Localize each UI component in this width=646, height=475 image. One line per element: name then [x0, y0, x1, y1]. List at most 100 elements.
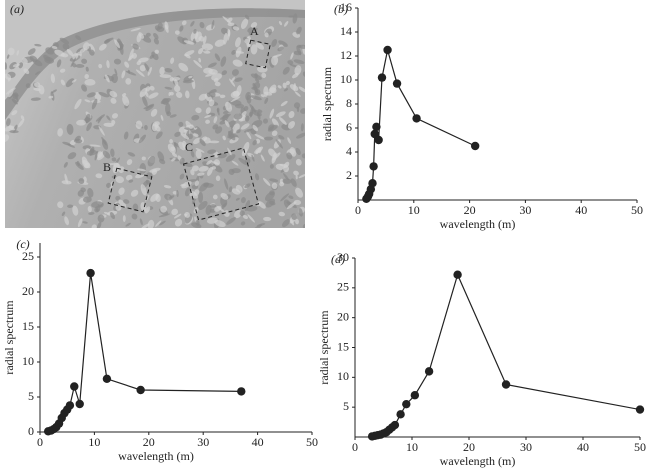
- texture-blob: [204, 114, 212, 119]
- texture-blob: [62, 43, 70, 50]
- texture-blob: [141, 156, 146, 161]
- texture-blob: [126, 159, 133, 166]
- texture-blob: [111, 157, 117, 162]
- texture-blob: [145, 103, 155, 112]
- texture-blob: [51, 89, 58, 94]
- texture-blob: [82, 221, 88, 224]
- texture-blob: [23, 68, 30, 75]
- texture-blob: [198, 165, 209, 172]
- texture-blob: [84, 79, 96, 86]
- texture-blob: [215, 175, 221, 182]
- texture-blob: [59, 37, 70, 45]
- texture-blob: [269, 200, 276, 206]
- texture-blob: [271, 130, 278, 137]
- texture-blob: [295, 158, 302, 166]
- texture-blob: [206, 159, 213, 165]
- texture-blob: [164, 86, 173, 90]
- texture-blob: [302, 71, 305, 77]
- x-tick-label: 50: [631, 203, 643, 217]
- y-tick-label: 10: [337, 369, 349, 383]
- texture-blob: [110, 148, 115, 158]
- texture-blob: [205, 204, 212, 215]
- texture-blob: [154, 122, 159, 129]
- point: [368, 179, 377, 188]
- texture-blob: [238, 157, 248, 166]
- texture-blob: [147, 219, 155, 228]
- x-tick-label: 30: [197, 435, 209, 449]
- texture-blob: [269, 108, 275, 119]
- texture-blob: [251, 154, 255, 162]
- texture-blob: [231, 69, 239, 76]
- texture-blob: [278, 211, 286, 217]
- series-line: [371, 272, 641, 437]
- panel-label: (c): [16, 237, 29, 251]
- texture-blob: [287, 60, 294, 65]
- texture-blob: [173, 213, 182, 219]
- texture-blob: [115, 176, 125, 184]
- texture-blob: [231, 188, 241, 195]
- texture-blob: [98, 63, 103, 69]
- texture-blob: [80, 187, 86, 193]
- point: [396, 410, 405, 419]
- texture-blob: [83, 42, 90, 51]
- texture-blob: [118, 187, 125, 195]
- texture-blob: [174, 30, 180, 35]
- y-tick-label: 15: [22, 319, 34, 333]
- point: [501, 380, 511, 389]
- texture-blob: [267, 124, 278, 132]
- texture-blob: [149, 54, 155, 59]
- texture-blob: [85, 113, 91, 124]
- texture-blob: [122, 215, 126, 223]
- texture-blob: [264, 32, 269, 38]
- texture-blob: [220, 192, 229, 200]
- texture-blob: [174, 85, 181, 93]
- texture-blob: [244, 115, 250, 122]
- texture-blob: [149, 85, 155, 91]
- photo-rim: [5, 8, 305, 121]
- texture-blob: [198, 201, 208, 210]
- texture-blob: [231, 160, 239, 166]
- texture-blob: [109, 212, 115, 220]
- texture-blob: [169, 91, 174, 96]
- texture-blob: [139, 64, 146, 72]
- texture-blob: [188, 124, 194, 129]
- texture-blob: [300, 108, 305, 114]
- texture-blob: [105, 74, 110, 83]
- texture-blob: [206, 92, 211, 98]
- x-axis-label: wavelength (m): [440, 454, 516, 468]
- texture-blob: [227, 29, 231, 41]
- texture-blob: [295, 187, 304, 198]
- point: [392, 79, 402, 88]
- texture-blob: [221, 27, 229, 35]
- texture-blob: [226, 217, 236, 225]
- texture-blob: [45, 47, 55, 55]
- texture-blob: [220, 56, 227, 67]
- texture-blob: [109, 90, 118, 98]
- texture-blob: [298, 207, 303, 217]
- point: [70, 382, 79, 391]
- texture-blob: [191, 114, 200, 121]
- texture-blob: [125, 77, 132, 85]
- texture-blob: [22, 57, 28, 64]
- texture-blob: [17, 118, 25, 128]
- texture-blob: [86, 149, 97, 156]
- texture-blob: [293, 50, 302, 56]
- x-tick-label: 30: [520, 440, 532, 454]
- texture-blob: [294, 65, 302, 76]
- point: [136, 385, 145, 395]
- texture-blob: [205, 107, 211, 115]
- texture-blob: [130, 27, 141, 32]
- y-tick-label: 12: [340, 48, 352, 62]
- texture-blob: [269, 190, 275, 196]
- point: [410, 391, 420, 400]
- texture-blob: [104, 38, 111, 44]
- texture-blob: [34, 71, 41, 75]
- x-tick-label: 50: [634, 440, 646, 454]
- texture-blob: [222, 135, 226, 141]
- texture-blob: [98, 92, 110, 98]
- texture-blob: [118, 199, 127, 208]
- y-tick-label: 15: [337, 339, 349, 353]
- texture-blob: [11, 110, 18, 116]
- texture-blob: [164, 21, 169, 30]
- texture-blob: [208, 99, 215, 107]
